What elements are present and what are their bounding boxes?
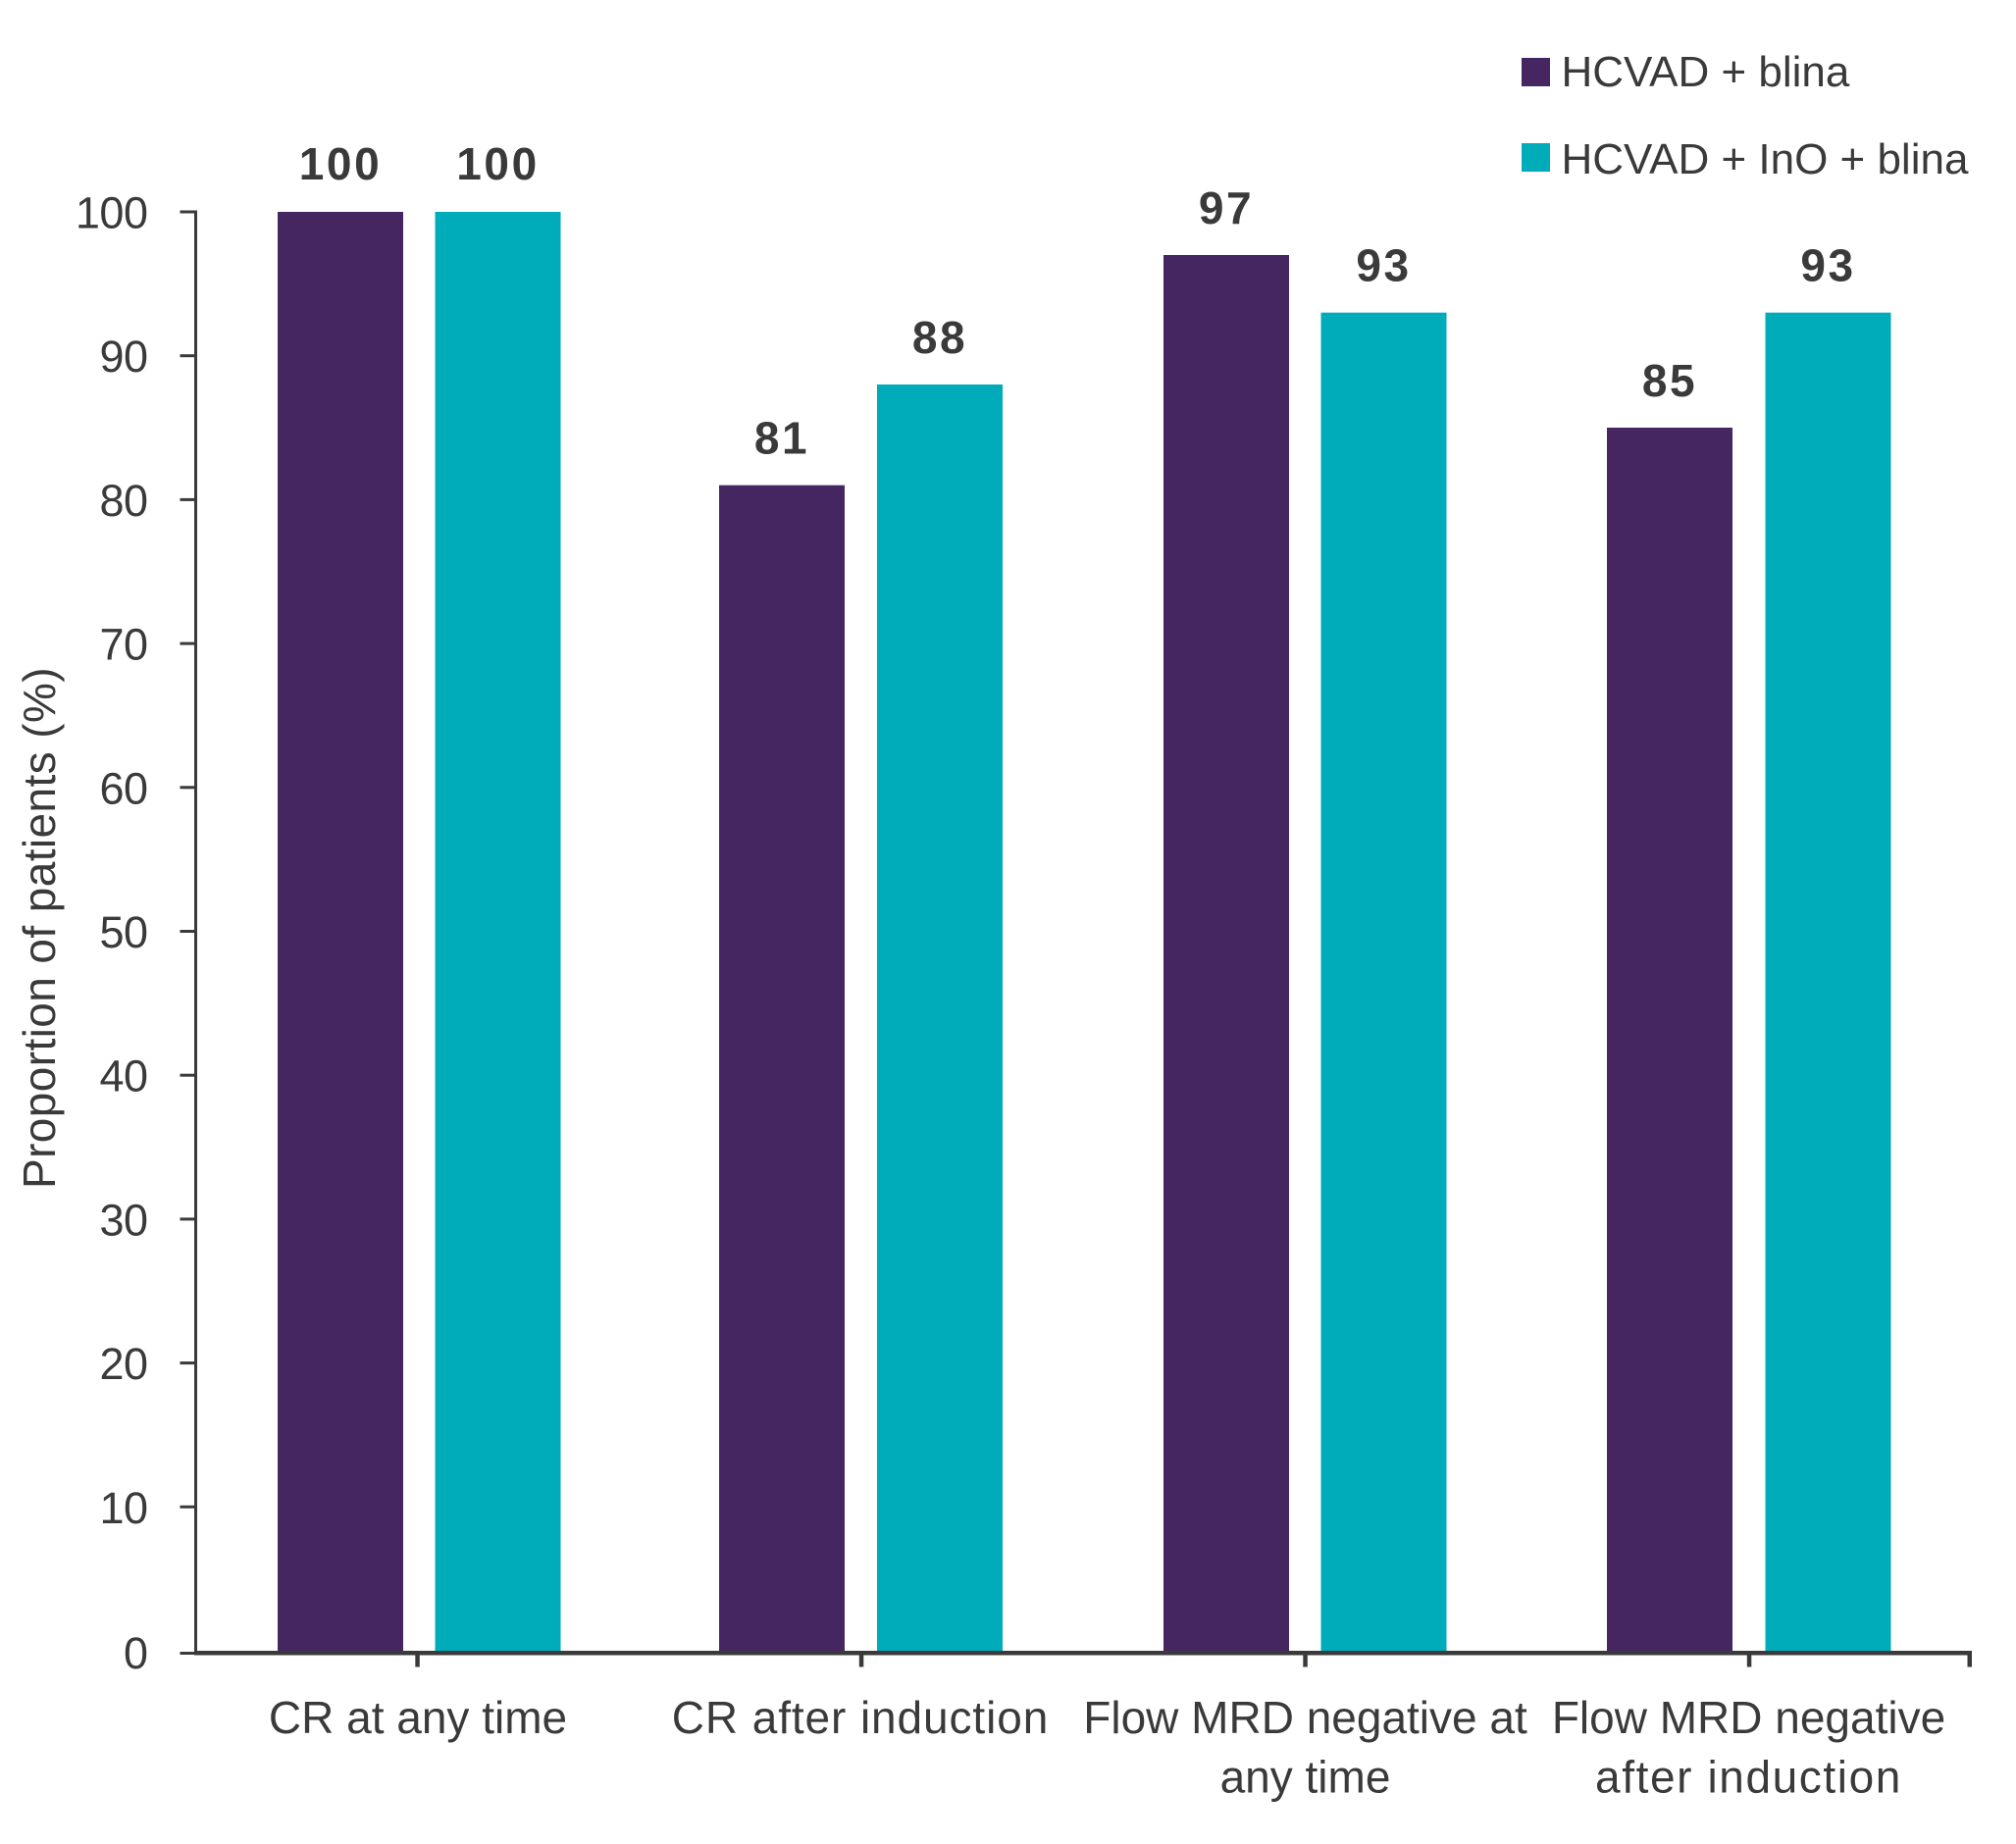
svg-text:30: 30 (99, 1195, 147, 1245)
svg-text:20: 20 (99, 1339, 147, 1389)
svg-text:97: 97 (1199, 182, 1254, 233)
svg-text:70: 70 (99, 620, 147, 670)
svg-text:CR after induction: CR after induction (672, 1692, 1049, 1743)
svg-text:100: 100 (456, 138, 540, 189)
svg-text:40: 40 (99, 1051, 147, 1101)
svg-text:81: 81 (754, 413, 809, 464)
svg-text:Proportion of patients (%): Proportion of patients (%) (14, 667, 65, 1189)
svg-text:100: 100 (76, 188, 148, 238)
svg-text:90: 90 (99, 332, 147, 382)
svg-text:CR at any time: CR at any time (269, 1692, 567, 1743)
svg-text:HCVAD + blina: HCVAD + blina (1562, 48, 1850, 96)
svg-text:10: 10 (99, 1483, 147, 1533)
svg-text:60: 60 (99, 763, 147, 813)
svg-text:Flow MRD negative at: Flow MRD negative at (1083, 1692, 1527, 1743)
svg-text:Flow MRD negative: Flow MRD negative (1552, 1692, 1945, 1743)
svg-text:85: 85 (1642, 355, 1697, 406)
svg-text:88: 88 (912, 312, 967, 363)
svg-text:50: 50 (99, 907, 147, 957)
svg-text:0: 0 (124, 1628, 148, 1678)
svg-text:HCVAD + InO + blina: HCVAD + InO + blina (1562, 135, 1969, 183)
svg-text:93: 93 (1800, 240, 1855, 291)
svg-text:after induction: after induction (1595, 1752, 1902, 1803)
svg-text:100: 100 (299, 138, 383, 189)
svg-text:80: 80 (99, 476, 147, 526)
svg-text:any time: any time (1220, 1752, 1391, 1803)
svg-text:93: 93 (1356, 240, 1411, 291)
